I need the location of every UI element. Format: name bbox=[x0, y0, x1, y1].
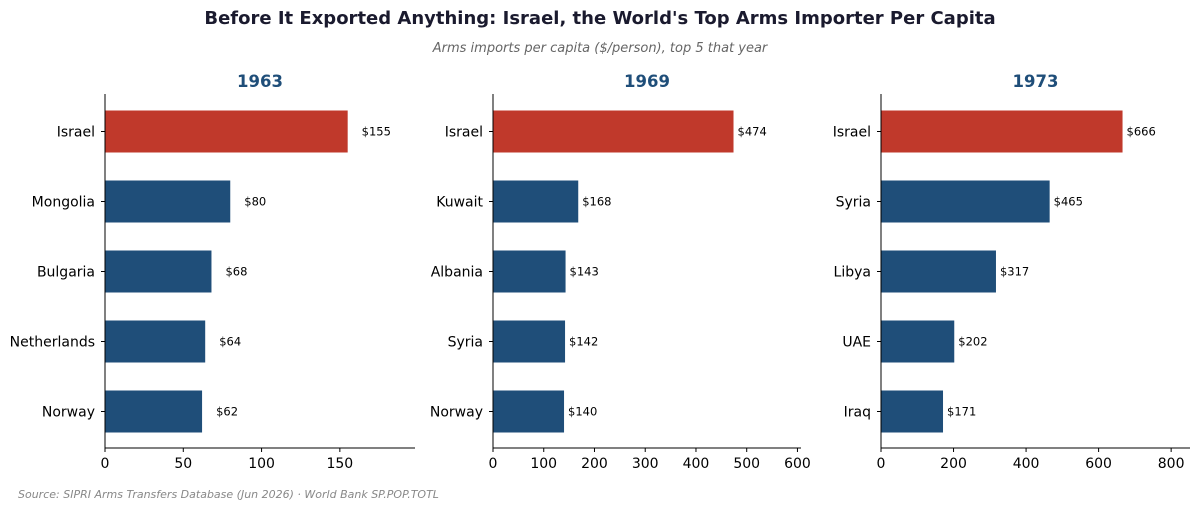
x-tick-label: 0 bbox=[101, 456, 110, 472]
x-tick-label: 50 bbox=[174, 456, 192, 472]
bar-israel bbox=[105, 110, 348, 153]
x-tick-label: 400 bbox=[683, 456, 710, 472]
bar-norway bbox=[105, 390, 203, 433]
panel-0: 1963 Israel $155 Mongolia $80 Bulgaria $68 Neth… bbox=[10, 72, 415, 472]
value-label: $171 bbox=[947, 405, 976, 419]
value-label: $155 bbox=[362, 125, 391, 139]
value-label: $465 bbox=[1054, 195, 1083, 209]
bar-israel bbox=[881, 110, 1123, 153]
category-label: Libya bbox=[834, 265, 871, 281]
panels: 1963 Israel $155 Mongolia $80 Bulgaria $68 Neth… bbox=[10, 72, 1190, 472]
category-label: Bulgaria bbox=[37, 265, 95, 281]
value-label: $68 bbox=[225, 265, 247, 279]
value-label: $143 bbox=[570, 265, 599, 279]
value-label: $666 bbox=[1127, 125, 1156, 139]
value-label: $80 bbox=[244, 195, 266, 209]
value-label: $474 bbox=[738, 125, 767, 139]
category-label: Norway bbox=[430, 405, 483, 421]
bar-norway bbox=[493, 390, 565, 433]
value-label: $142 bbox=[569, 335, 598, 349]
x-tick-label: 0 bbox=[489, 456, 498, 472]
x-tick-label: 800 bbox=[1158, 456, 1185, 472]
x-tick-label: 100 bbox=[530, 456, 557, 472]
category-label: UAE bbox=[842, 335, 871, 351]
bar-iraq bbox=[881, 390, 944, 433]
x-tick-label: 600 bbox=[1085, 456, 1112, 472]
category-label: Kuwait bbox=[436, 195, 483, 211]
source-note: Source: SIPRI Arms Transfers Database (J… bbox=[18, 488, 439, 501]
value-label: $140 bbox=[568, 405, 597, 419]
bar-syria bbox=[881, 180, 1050, 223]
chart-title: Before It Exported Anything: Israel, the… bbox=[204, 8, 995, 29]
bar-libya bbox=[881, 250, 996, 293]
value-label: $202 bbox=[958, 335, 987, 349]
panel-title: 1963 bbox=[237, 72, 283, 91]
category-label: Syria bbox=[836, 195, 871, 211]
category-label: Syria bbox=[448, 335, 483, 351]
panel-title: 1969 bbox=[624, 72, 670, 91]
value-label: $64 bbox=[219, 335, 241, 349]
category-label: Mongolia bbox=[32, 195, 95, 211]
x-tick-label: 200 bbox=[940, 456, 967, 472]
bar-albania bbox=[493, 250, 566, 293]
category-label: Israel bbox=[445, 125, 483, 141]
bar-bulgaria bbox=[105, 250, 212, 293]
chart-subtitle: Arms imports per capita ($/person), top … bbox=[432, 41, 769, 56]
category-label: Iraq bbox=[844, 405, 871, 421]
x-tick-label: 300 bbox=[632, 456, 659, 472]
bar-israel bbox=[493, 110, 734, 153]
value-label: $317 bbox=[1000, 265, 1029, 279]
x-tick-label: 0 bbox=[877, 456, 886, 472]
value-label: $168 bbox=[582, 195, 611, 209]
bar-netherlands bbox=[105, 320, 206, 363]
panel-1: 1969 Israel $474 Kuwait $168 Albania $143 Syria… bbox=[430, 72, 811, 472]
bar-kuwait bbox=[493, 180, 579, 223]
category-label: Netherlands bbox=[10, 335, 95, 351]
value-label: $62 bbox=[216, 405, 238, 419]
category-label: Norway bbox=[42, 405, 95, 421]
bar-syria bbox=[493, 320, 566, 363]
x-tick-label: 600 bbox=[784, 456, 811, 472]
x-tick-label: 150 bbox=[326, 456, 353, 472]
bar-mongolia bbox=[105, 180, 231, 223]
x-tick-label: 400 bbox=[1013, 456, 1040, 472]
x-tick-label: 500 bbox=[733, 456, 760, 472]
category-label: Israel bbox=[57, 125, 95, 141]
category-label: Israel bbox=[833, 125, 871, 141]
x-tick-label: 200 bbox=[581, 456, 608, 472]
panel-2: 1973 Israel $666 Syria $465 Libya $317 UAE $202 I… bbox=[833, 72, 1190, 472]
bar-uae bbox=[881, 320, 955, 363]
category-label: Albania bbox=[431, 265, 483, 281]
panel-title: 1973 bbox=[1013, 72, 1059, 91]
x-tick-label: 100 bbox=[248, 456, 275, 472]
